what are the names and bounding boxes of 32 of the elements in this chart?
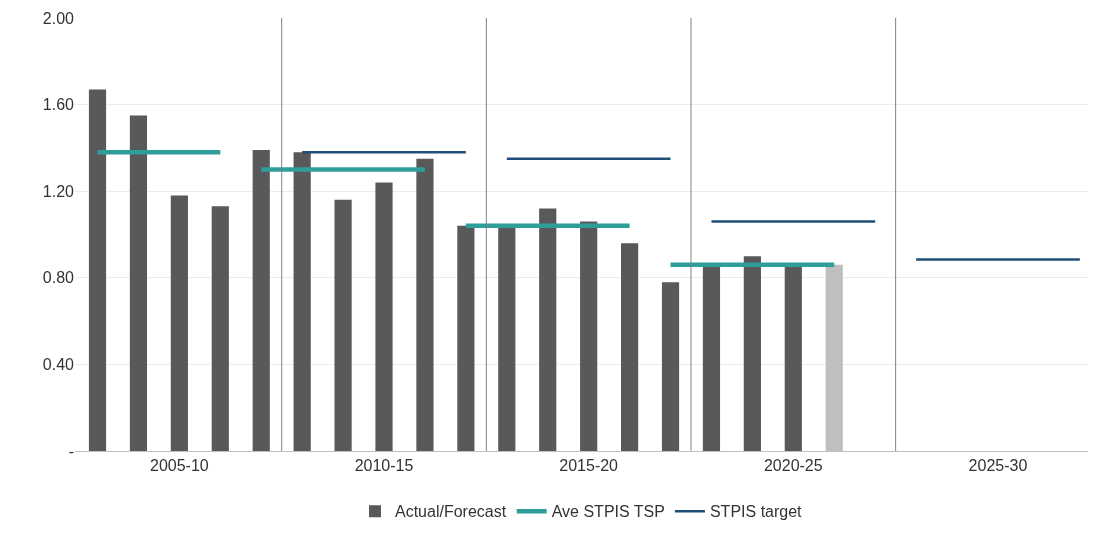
bar: [580, 221, 598, 451]
y-tick-label: -: [68, 442, 74, 460]
bar: [416, 158, 434, 451]
x-tick-label: 2015-20: [559, 457, 619, 475]
bar: [539, 208, 557, 451]
bar: [293, 152, 311, 451]
bar: [211, 206, 229, 451]
y-tick-label: 1.20: [42, 182, 75, 200]
y-tick-label: 0.80: [42, 269, 75, 287]
bar: [334, 199, 352, 451]
bar: [457, 225, 475, 451]
bar: [88, 89, 107, 451]
legend-label: STPIS target: [709, 503, 803, 521]
y-tick-label: 2.00: [42, 9, 75, 27]
bar: [375, 182, 393, 451]
x-tick-label: 2010-15: [354, 457, 414, 475]
bar: [702, 264, 721, 451]
bar: [498, 225, 516, 451]
y-tick-label: 0.40: [42, 356, 75, 373]
legend-label: Ave STPIS TSP: [551, 503, 665, 521]
y-tick-label: 1.60: [42, 96, 75, 114]
bar: [784, 264, 802, 451]
x-tick-label: 2025-30: [968, 457, 1028, 475]
bar: [252, 150, 270, 451]
x-tick-label: 2005-10: [150, 457, 209, 475]
x-tick-label: 2020-25: [763, 457, 823, 475]
bar: [743, 256, 761, 451]
bar: [621, 243, 639, 451]
bar: [170, 195, 188, 451]
bar: [129, 115, 148, 451]
bar: [661, 282, 680, 451]
legend-label: Actual/Forecast: [395, 503, 507, 521]
